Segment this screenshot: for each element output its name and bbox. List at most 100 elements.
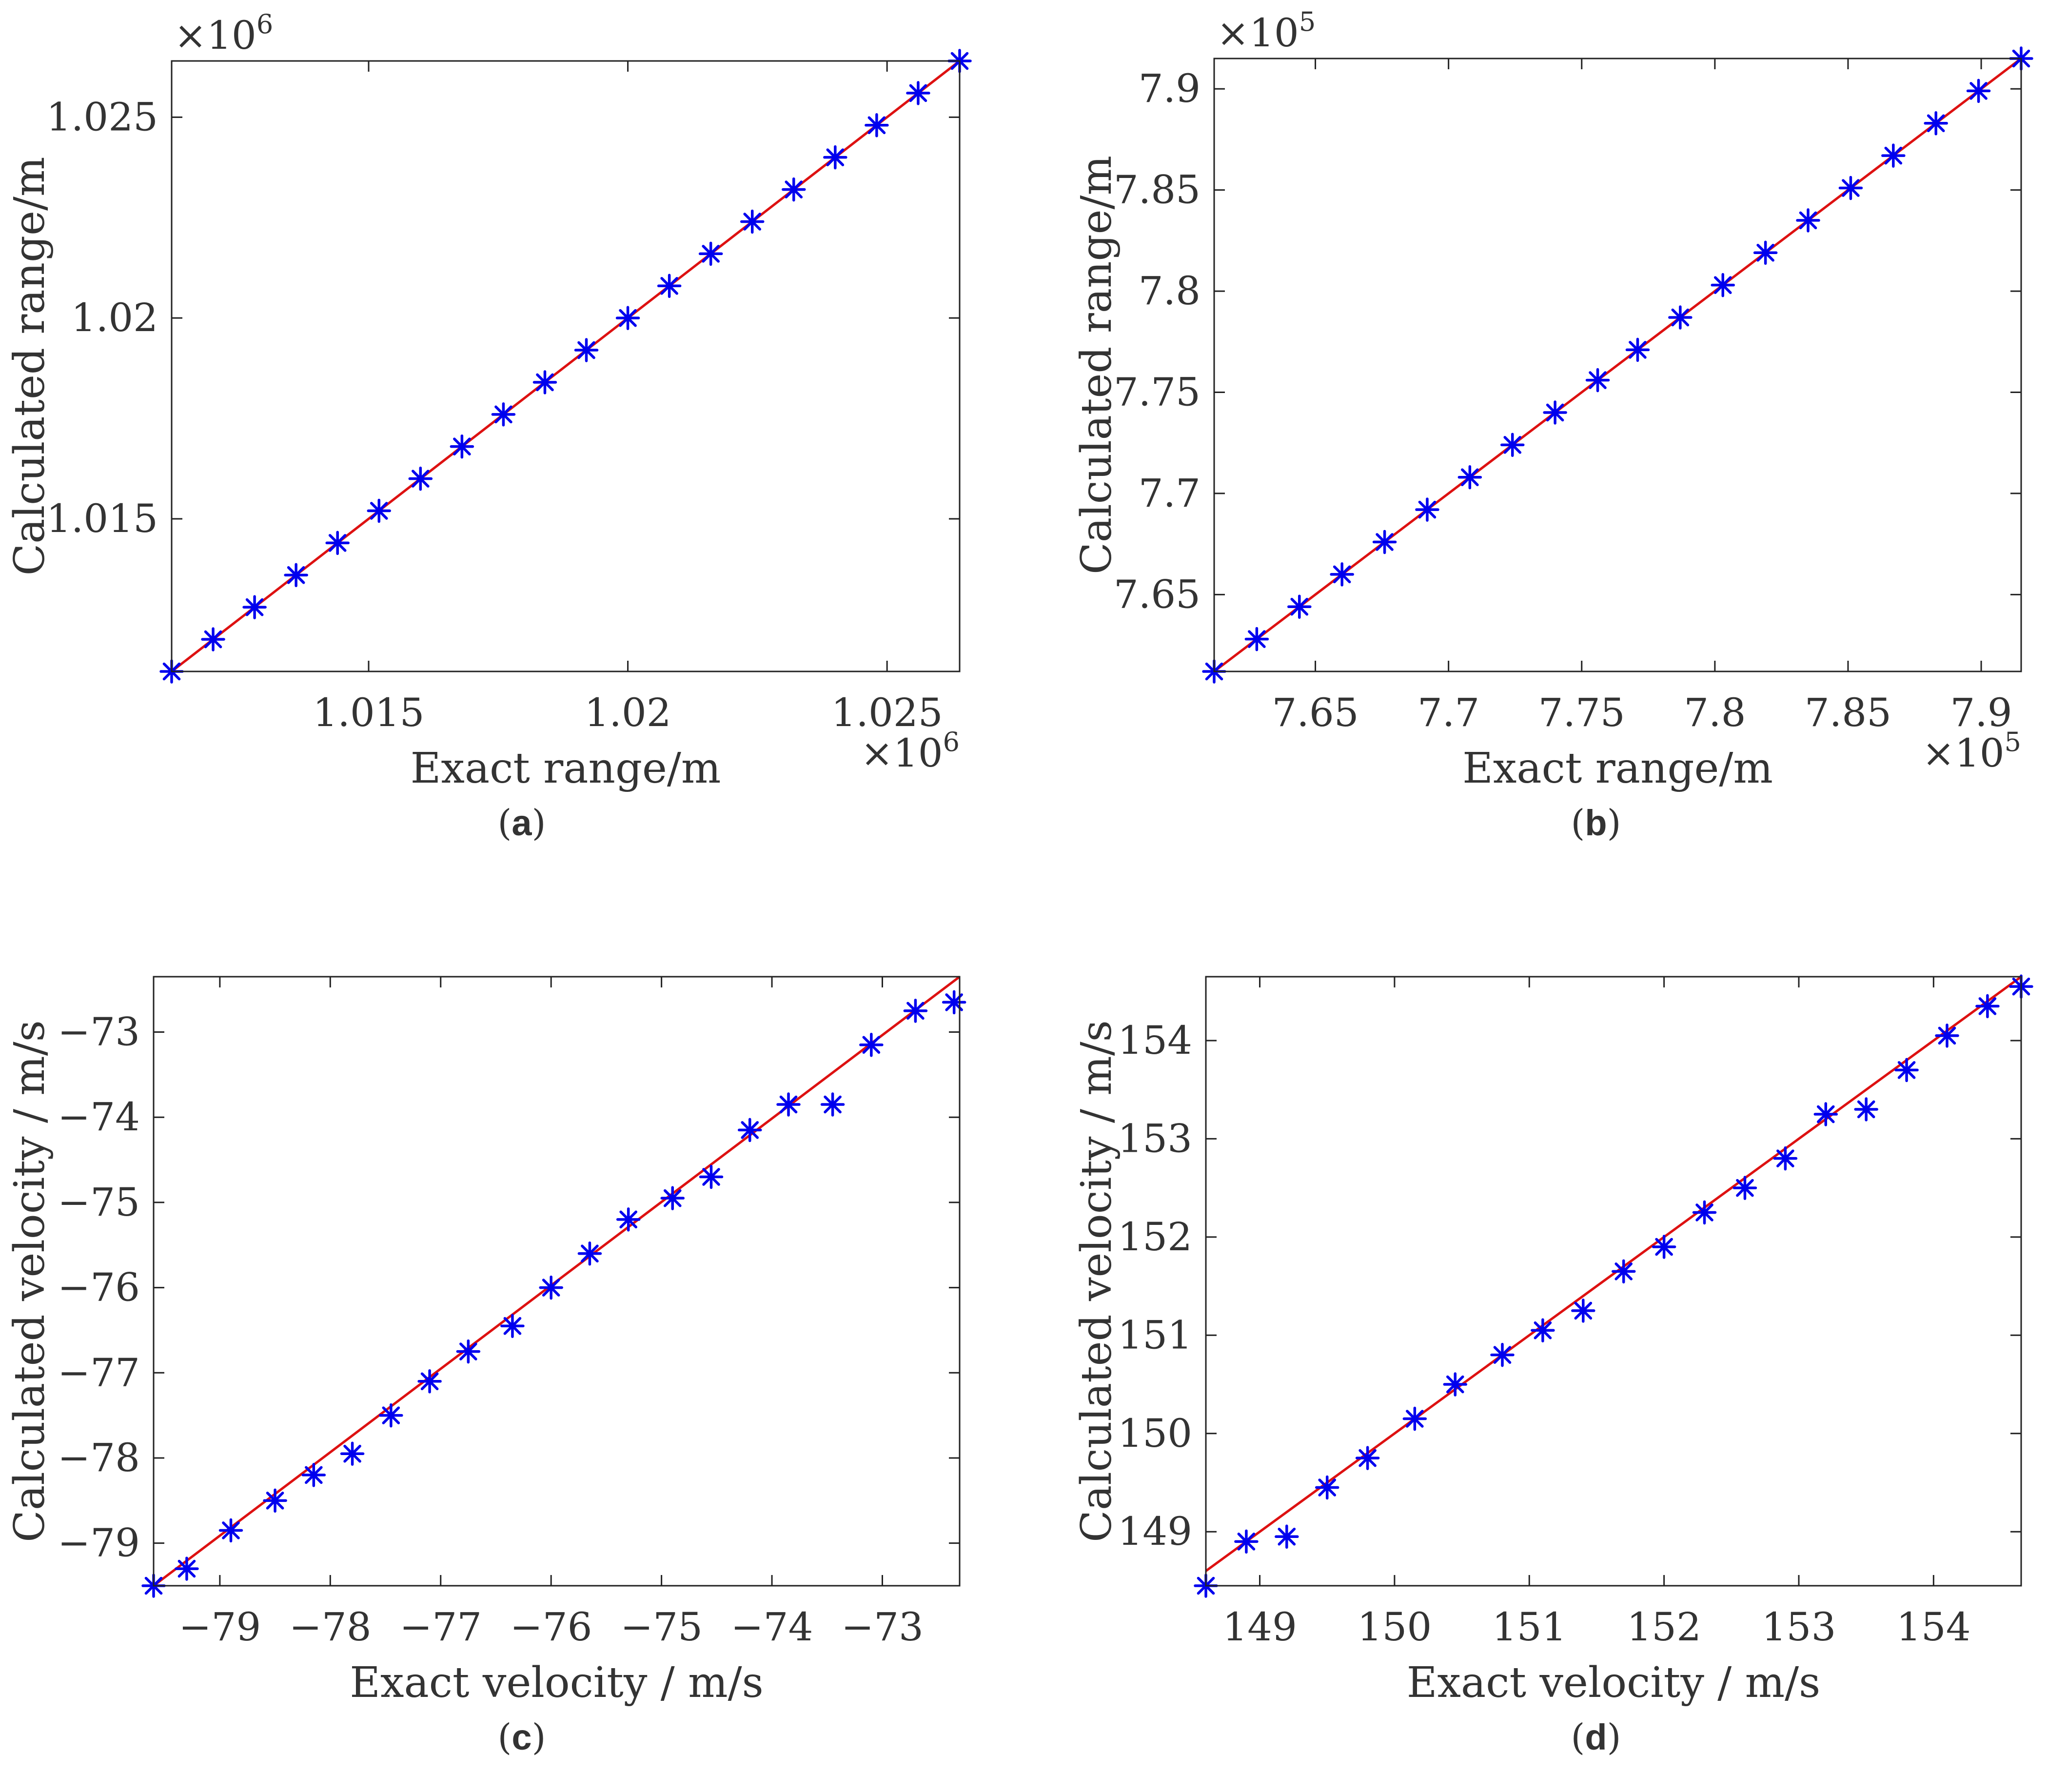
panel-c-data-point: [456, 1339, 481, 1364]
panel-d-x-tick-label: 153: [1762, 1604, 1836, 1650]
panel-d-caption-close: ): [1607, 1716, 1621, 1758]
panel-b-x-tick-label: 7.9: [1950, 690, 2012, 735]
panel-c-data-point: [859, 1032, 884, 1057]
panel-d-data-point: [1402, 1406, 1427, 1431]
panel-a-data-point: [574, 338, 599, 362]
panel-c-data-point: [699, 1164, 724, 1189]
panel-c-caption: (c): [498, 1716, 546, 1758]
panel-d-data-point: [1692, 1200, 1717, 1225]
panel-c-x-tick-label: −74: [731, 1604, 813, 1650]
panel-d-y-tick-label: 151: [1118, 1312, 1192, 1358]
panel-b-data-point: [1881, 143, 1906, 168]
panel-b-x-exponent-power: 5: [2005, 727, 2021, 757]
panel-c-caption-open: (: [498, 1716, 512, 1758]
panel-d-data-point: [1443, 1372, 1468, 1397]
panel-c-x-tick-label: −79: [178, 1604, 261, 1650]
panel-b-ticks: 7.65 7.7 7.75 7.8 7.85 7.9 7.65 7.7 7.75 7.8 7.85 7…: [1114, 59, 2021, 735]
panel-c-data-point: [660, 1186, 685, 1210]
panel-b-caption: (b): [1571, 802, 1621, 844]
panel-b-x-tick-label: 7.85: [1805, 690, 1891, 735]
panel-a-x-tick-label: 1.02: [585, 690, 671, 735]
panel-d-x-tick-label: 152: [1627, 1604, 1701, 1650]
panel-d-data-point: [1813, 1102, 1838, 1126]
panel-b-data-point: [1457, 465, 1482, 490]
panel-d-x-tick-label: 151: [1492, 1604, 1567, 1650]
panel-a-data-point: [657, 274, 682, 298]
panel-c-x-axis-label: Exact velocity / m/s: [350, 1658, 764, 1707]
panel-b-data-point: [1287, 594, 1312, 619]
panel-c-data-point: [379, 1403, 403, 1428]
panel-a-ticks: 1.015 1.02 1.025 1.015 1.02 1.025: [46, 61, 960, 735]
panel-c-y-tick-label: −79: [58, 1520, 140, 1566]
panel-b-caption-open: (: [1571, 802, 1585, 844]
panel-b-data-point: [1668, 305, 1693, 330]
panel-b-data-point: [1966, 79, 1991, 103]
panel-c-y-tick-label: −76: [58, 1265, 140, 1310]
panel-d-data-point: [1611, 1259, 1636, 1284]
panel-a-data-point: [491, 402, 516, 427]
panel-d-data-point: [1315, 1475, 1339, 1500]
panel-c: −79 −78 −77 −76 −75 −74 −73−79−78−77−76−75−74−…: [5, 976, 966, 1758]
panel-b-x-tick-label: 7.75: [1538, 690, 1625, 735]
panel-c-y-tick-label: −78: [58, 1435, 140, 1480]
panel-d-data-point: [1652, 1235, 1676, 1259]
panel-d-y-axis-label: Calculated velocity / m/s: [1072, 1020, 1121, 1542]
panel-b-data-point: [1500, 433, 1525, 457]
panel-a-data-point: [201, 627, 225, 651]
panel-a-x-exponent: ×106: [861, 727, 960, 776]
panel-d-data-point: [1975, 994, 2000, 1019]
panel-a-data-point: [782, 177, 806, 202]
panel-d-x-axis-label: Exact velocity / m/s: [1407, 1658, 1821, 1707]
panel-a-caption-close: ): [532, 802, 546, 844]
panel-c-data-point: [301, 1463, 326, 1487]
panel-a-y-exponent-base: ×10: [174, 13, 256, 58]
panel-d-reference-line: [1205, 975, 2022, 1572]
panel-b-caption-letter: b: [1585, 803, 1607, 843]
panel-d-caption: (d): [1571, 1716, 1621, 1758]
panel-d-data-point: [1490, 1342, 1515, 1367]
panel-c-y-axis-label: Calculated velocity / m/s: [5, 1020, 54, 1542]
panel-a-frame: [171, 60, 961, 672]
panel-a-data-point: [740, 209, 765, 234]
panel-c-data-point: [263, 1488, 287, 1513]
panel-b-data-point: [1838, 176, 1863, 200]
panel-c-markers: [141, 990, 966, 1598]
panel-a-x-axis-label: Exact range/m: [411, 744, 721, 793]
panel-a-caption-open: (: [498, 802, 512, 844]
panel-b-x-tick-label: 7.7: [1417, 690, 1479, 735]
panel-a-caption-letter: a: [512, 803, 532, 843]
panel-a-y-tick-label: 1.02: [71, 295, 158, 340]
panel-c-data-point: [942, 990, 966, 1015]
panel-b-data-point: [1244, 627, 1269, 651]
panel-a-y-axis-label: Calculated range/m: [5, 157, 54, 576]
panel-b-y-tick-label: 7.85: [1114, 167, 1201, 213]
panel-a-data-point: [906, 81, 930, 105]
panel-c-x-tick-label: −76: [510, 1604, 592, 1650]
panel-b-data-point: [1753, 240, 1778, 265]
panel-d-y-tick-label: 150: [1118, 1411, 1192, 1456]
panel-b-data-point: [1543, 400, 1567, 425]
panel-c-caption-letter: c: [512, 1717, 531, 1757]
panel-b-data-point: [1924, 111, 1948, 136]
panel-d-y-tick-label: 154: [1118, 1018, 1192, 1063]
panel-a-y-exponent-power: 6: [256, 9, 273, 39]
panel-d: 149 150 151 152 153 154 149 150 151 152 153 154 Exa…: [1072, 974, 2033, 1758]
panel-d-data-point: [1894, 1058, 1919, 1083]
panel-d-x-tick-label: 149: [1222, 1604, 1297, 1650]
panel-b-caption-close: ): [1607, 802, 1621, 844]
panel-d-markers: [1194, 974, 2033, 1598]
panel-a-data-point: [823, 145, 847, 170]
panel-c-x-tick-label: −78: [289, 1604, 372, 1650]
panel-c-ticks: −79 −78 −77 −76 −75 −74 −73−79−78−77−76−75−74−…: [58, 977, 960, 1650]
panel-c-data-point: [500, 1314, 525, 1338]
panel-b: 7.65 7.7 7.75 7.8 7.85 7.9 7.65 7.7 7.75 7.8 7.85 7…: [1072, 6, 2033, 844]
panel-b-y-exponent-power: 5: [1299, 6, 1316, 37]
panel-d-data-point: [1531, 1318, 1555, 1342]
panel-c-y-tick-label: −75: [58, 1180, 140, 1225]
panel-d-data-point: [1935, 1024, 1959, 1048]
panel-a-data-point: [408, 466, 433, 491]
panel-d-caption-letter: d: [1585, 1717, 1607, 1757]
panel-d-y-tick-label: 153: [1118, 1116, 1192, 1161]
panel-a: 1.015 1.02 1.025 1.015 1.02 1.025 Exact range…: [5, 9, 972, 844]
panel-d-x-tick-label: 150: [1358, 1604, 1432, 1650]
